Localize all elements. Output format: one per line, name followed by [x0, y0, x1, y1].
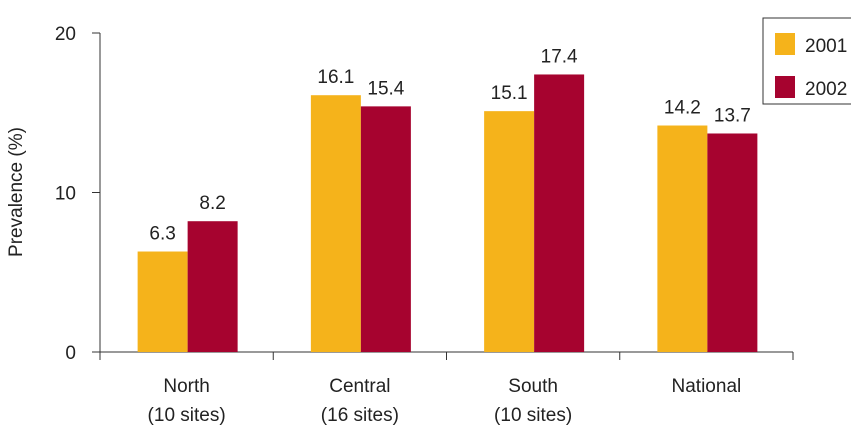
x-category-label: (16 sites)	[321, 405, 399, 426]
y-tick-label: 10	[55, 184, 76, 205]
bar-2002-1	[360, 106, 411, 353]
legend: 2001 2002	[762, 17, 851, 105]
x-category-label: Central	[329, 376, 390, 397]
legend-swatch-2001	[775, 33, 795, 55]
bar-2001-1	[310, 95, 361, 352]
value-label: 15.4	[367, 78, 404, 99]
value-label: 15.1	[491, 83, 528, 104]
legend-label: 2001	[805, 36, 847, 57]
y-tick-label: 20	[55, 24, 76, 45]
value-label: 14.2	[664, 98, 701, 119]
y-tick-label: 0	[65, 343, 76, 364]
labels: 6.3 8.2 North (10 sites) 16.1 15.4 Central (16 …	[148, 46, 751, 426]
y-axis-label: Prevalence (%)	[6, 127, 27, 257]
x-category-label: North	[163, 376, 209, 397]
bar-2001-3	[657, 125, 708, 352]
value-label: 6.3	[149, 224, 175, 245]
legend-label: 2002	[805, 79, 847, 100]
x-category-label: (10 sites)	[148, 405, 226, 426]
value-label: 8.2	[199, 193, 225, 214]
x-category-label: (10 sites)	[494, 405, 572, 426]
bar-2002-2	[534, 74, 585, 352]
x-category-label: National	[672, 376, 742, 397]
bar-2001-0	[137, 251, 188, 352]
legend-swatch-2002	[775, 76, 795, 98]
bar-2001-2	[484, 111, 535, 352]
value-label: 13.7	[714, 105, 751, 126]
bar-2002-3	[707, 133, 758, 352]
bar-2002-0	[187, 221, 238, 352]
value-label: 16.1	[317, 67, 354, 88]
x-category-label: South	[508, 376, 558, 397]
value-label: 17.4	[541, 46, 578, 67]
bars	[137, 74, 758, 353]
